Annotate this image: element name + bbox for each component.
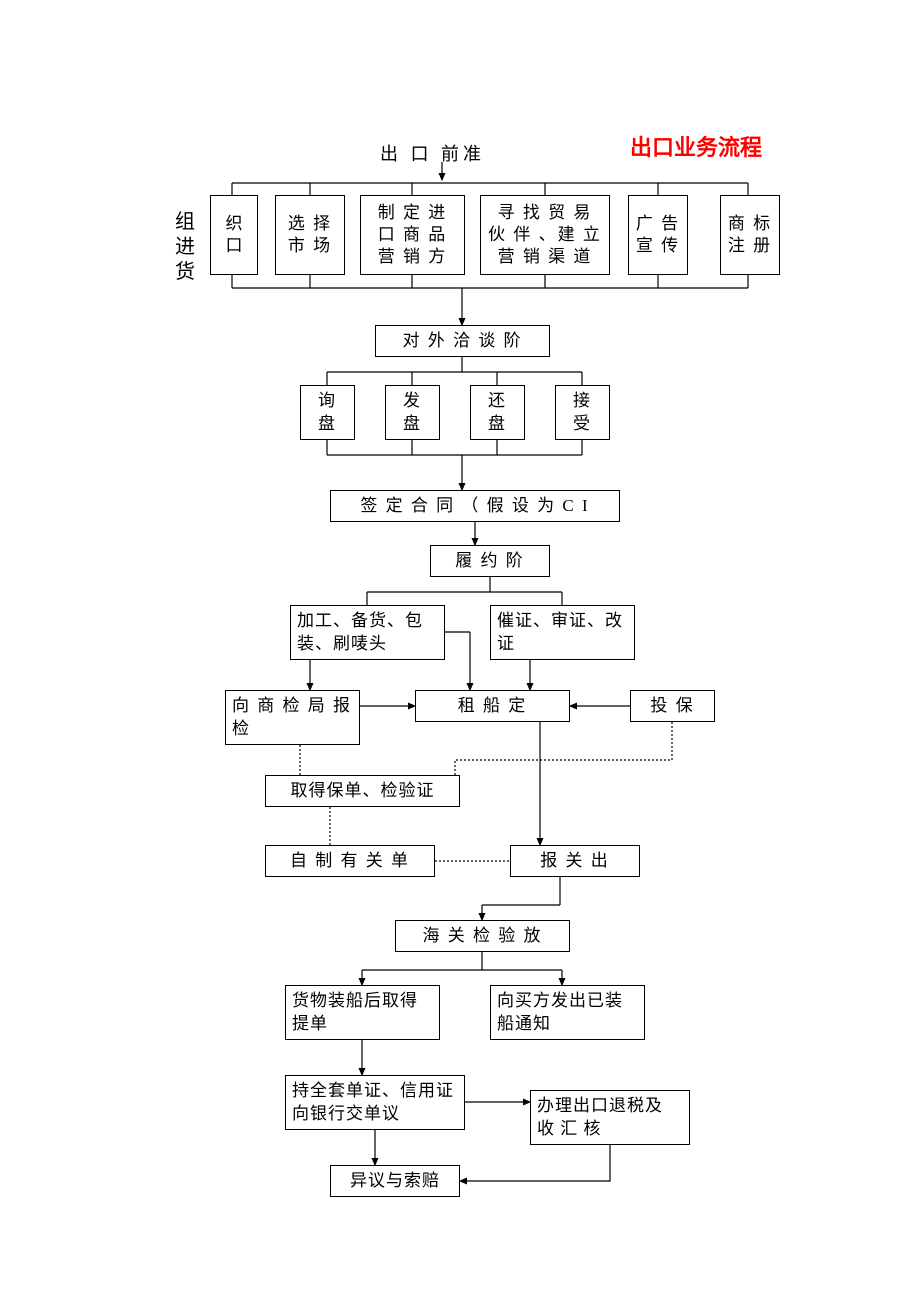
docs-insure-text: 取得保单、检验证 [291, 780, 435, 802]
docs-declare-text: 报 关 出 [540, 850, 610, 872]
final-bank: 持全套单证、信用证向银行交单议 [285, 1075, 465, 1130]
side-label-3: 货 [175, 255, 195, 284]
stage-perf: 履 约 阶 [430, 545, 550, 577]
stage-sign-text: 签 定 合 同 （ 假 设 为 C I [360, 495, 589, 517]
ship-r: 投 保 [630, 690, 715, 722]
docs-insure: 取得保单、检验证 [265, 775, 460, 807]
neg-b2-text: 发 盘 [392, 390, 433, 434]
after-notice: 向买方发出已装船通知 [490, 985, 645, 1040]
final-tax: 办理出口退税及 收 汇 核 [530, 1090, 690, 1145]
row1-b3: 制 定 进 口 商 品 营 销 方 [360, 195, 465, 275]
perf-right-text: 催证、审证、改证 [497, 610, 628, 654]
stage-customs-text: 海 关 检 验 放 [423, 925, 543, 947]
neg-b3-text: 还 盘 [477, 390, 518, 434]
after-bl: 货物装船后取得提单 [285, 985, 440, 1040]
row1-b1: 织 口 [210, 195, 258, 275]
docs-self-text: 自 制 有 关 单 [290, 850, 410, 872]
docs-self: 自 制 有 关 单 [265, 845, 435, 877]
neg-b4: 接 受 [555, 385, 610, 440]
stage-prep-label: 出 口 前准 [380, 140, 485, 166]
row1-b2-text: 选 择 市 场 [282, 213, 338, 257]
ship-m: 租 船 定 [415, 690, 570, 722]
final-tax-text: 办理出口退税及 收 汇 核 [537, 1095, 683, 1139]
neg-b3: 还 盘 [470, 385, 525, 440]
row1-b5-text: 广 告 宣 传 [635, 213, 681, 257]
stage-sign: 签 定 合 同 （ 假 设 为 C I [330, 490, 620, 522]
row1-b4: 寻 找 贸 易 伙 伴 、建 立 营 销 渠 道 [480, 195, 610, 275]
row1-b5: 广 告 宣 传 [628, 195, 688, 275]
ship-r-text: 投 保 [650, 695, 694, 717]
ship-l-text: 向 商 检 局 报 检 [232, 695, 353, 739]
stage-neg-text: 对 外 洽 谈 阶 [403, 330, 523, 352]
row1-b6-text: 商 标 注 册 [727, 213, 773, 257]
neg-b1: 询 盘 [300, 385, 355, 440]
perf-left: 加工、备货、包装、刷唛头 [290, 605, 445, 660]
row1-b3-text: 制 定 进 口 商 品 营 销 方 [367, 202, 458, 268]
final-claim-text: 异议与索赔 [350, 1170, 440, 1192]
final-claim: 异议与索赔 [330, 1165, 460, 1197]
row1-b4-text: 寻 找 贸 易 伙 伴 、建 立 营 销 渠 道 [487, 202, 603, 268]
row1-b2: 选 择 市 场 [275, 195, 345, 275]
docs-declare: 报 关 出 [510, 845, 640, 877]
ship-m-text: 租 船 定 [458, 695, 528, 717]
ship-l: 向 商 检 局 报 检 [225, 690, 360, 745]
stage-customs: 海 关 检 验 放 [395, 920, 570, 952]
neg-b4-text: 接 受 [562, 390, 603, 434]
perf-left-text: 加工、备货、包装、刷唛头 [297, 610, 438, 654]
stage-perf-text: 履 约 阶 [455, 550, 525, 572]
neg-b2: 发 盘 [385, 385, 440, 440]
final-bank-text: 持全套单证、信用证向银行交单议 [292, 1080, 458, 1124]
stage-neg: 对 外 洽 谈 阶 [375, 325, 550, 357]
perf-right: 催证、审证、改证 [490, 605, 635, 660]
neg-b1-text: 询 盘 [307, 390, 348, 434]
title-red: 出口业务流程 [630, 130, 762, 162]
after-notice-text: 向买方发出已装船通知 [497, 990, 638, 1034]
after-bl-text: 货物装船后取得提单 [292, 990, 433, 1034]
row1-b1-text: 织 口 [217, 213, 251, 257]
row1-b6: 商 标 注 册 [720, 195, 780, 275]
